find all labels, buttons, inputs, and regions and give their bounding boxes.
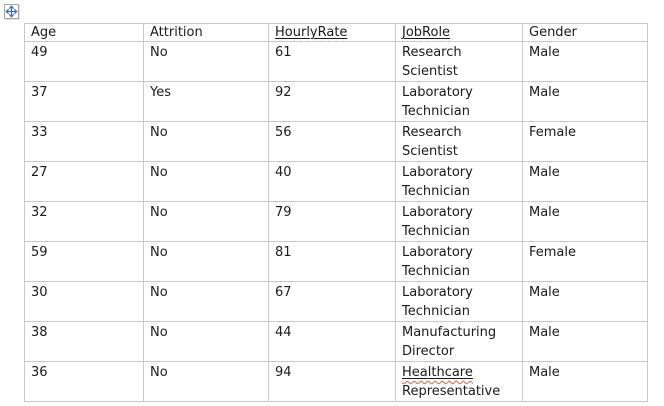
table-row: 33 No 56 Research Scientist Female [24,121,648,162]
cell-age[interactable]: 37 [24,81,144,122]
column-header-gender[interactable]: Gender [522,23,648,42]
cell-attrition[interactable]: No [143,361,269,402]
cell-gender[interactable]: Male [522,201,648,242]
cell-hourlyrate[interactable]: 44 [268,321,396,362]
move-cross-icon [5,5,18,18]
cell-gender[interactable]: Male [522,281,648,322]
cell-age[interactable]: 59 [24,241,144,282]
data-table: Age Attrition HourlyRate JobRole Gender 49 No… [24,23,648,402]
column-header-attrition[interactable]: Attrition [143,23,269,42]
misspelled-word-text: Healthcare [402,365,473,380]
misspelled-word: Healthcare [402,365,473,380]
cell-hourlyrate[interactable]: 56 [268,121,396,162]
column-header-age[interactable]: Age [24,23,144,42]
cell-gender[interactable]: Female [522,241,648,282]
cell-gender[interactable]: Female [522,121,648,162]
cell-gender[interactable]: Male [522,41,648,82]
cell-attrition[interactable]: No [143,41,269,82]
cell-age[interactable]: 27 [24,161,144,202]
column-header-jobrole[interactable]: JobRole [395,23,523,42]
cell-age[interactable]: 38 [24,321,144,362]
table-row: 32 No 79 Laboratory Technician Male [24,201,648,242]
cell-age[interactable]: 30 [24,281,144,322]
cell-attrition[interactable]: No [143,201,269,242]
cell-hourlyrate[interactable]: 92 [268,81,396,122]
cell-hourlyrate[interactable]: 67 [268,281,396,322]
table-header: Age Attrition HourlyRate JobRole Gender [24,23,648,42]
cell-hourlyrate[interactable]: 61 [268,41,396,82]
table-row: 37 Yes 92 Laboratory Technician Male [24,81,648,122]
cell-attrition[interactable]: No [143,241,269,282]
table-row: 38 No 44 Manufacturing Director Male [24,321,648,362]
header-row: Age Attrition HourlyRate JobRole Gender [24,23,648,42]
table-row: 30 No 67 Laboratory Technician Male [24,281,648,322]
cell-attrition[interactable]: No [143,321,269,362]
cell-hourlyrate[interactable]: 94 [268,361,396,402]
cell-jobrole[interactable]: Manufacturing Director [395,321,523,362]
misspelled-word-text: HourlyRate [275,25,348,40]
cell-age[interactable]: 49 [24,41,144,82]
cell-jobrole[interactable]: Laboratory Technician [395,161,523,202]
cell-gender[interactable]: Male [522,161,648,202]
table-row: 36 No 94 Healthcare Representative Male [24,361,648,402]
cell-gender[interactable]: Male [522,321,648,362]
cell-hourlyrate[interactable]: 79 [268,201,396,242]
misspelled-word-text: JobRole [402,25,451,40]
table-move-handle[interactable] [4,4,19,19]
cell-hourlyrate[interactable]: 81 [268,241,396,282]
cell-jobrole[interactable]: Research Scientist [395,121,523,162]
cell-hourlyrate[interactable]: 40 [268,161,396,202]
misspelled-word: JobRole [402,25,450,40]
cell-jobrole[interactable]: Laboratory Technician [395,81,523,122]
table-row: 59 No 81 Laboratory Technician Female [24,241,648,282]
table-row: 27 No 40 Laboratory Technician Male [24,161,648,202]
cell-age[interactable]: 36 [24,361,144,402]
cell-attrition[interactable]: No [143,121,269,162]
table-row: 49 No 61 Research Scientist Male [24,41,648,82]
column-header-hourlyrate[interactable]: HourlyRate [268,23,396,42]
cell-jobrole[interactable]: Laboratory Technician [395,241,523,282]
cell-attrition[interactable]: No [143,281,269,322]
table-body: 49 No 61 Research Scientist Male 37 Yes 92 Labor… [24,41,648,402]
cell-attrition[interactable]: No [143,161,269,202]
cell-age[interactable]: 33 [24,121,144,162]
cell-age[interactable]: 32 [24,201,144,242]
cell-jobrole[interactable]: Laboratory Technician [395,281,523,322]
cell-jobrole[interactable]: Laboratory Technician [395,201,523,242]
cell-jobrole[interactable]: Healthcare Representative [395,361,523,402]
cell-jobrole[interactable]: Research Scientist [395,41,523,82]
cell-gender[interactable]: Male [522,361,648,402]
cell-attrition[interactable]: Yes [143,81,269,122]
cell-gender[interactable]: Male [522,81,648,122]
misspelled-word: HourlyRate [275,25,347,40]
